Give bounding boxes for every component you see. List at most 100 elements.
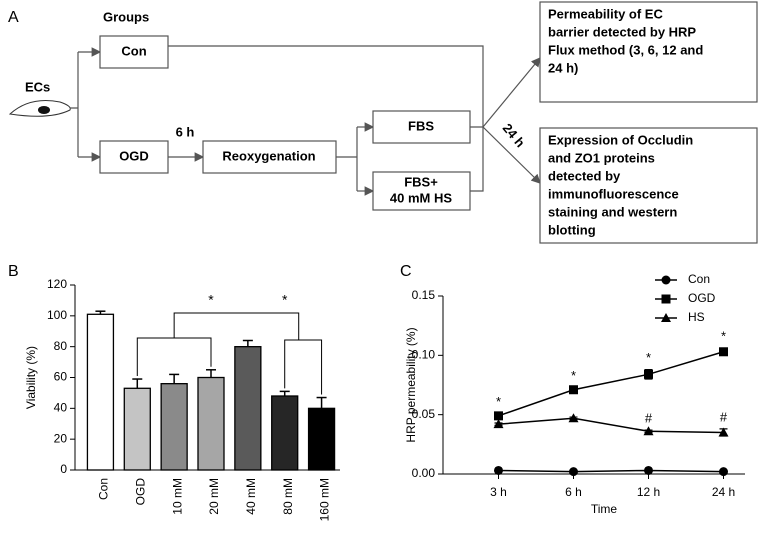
box [372, 171, 471, 211]
y-axis-label: HRP permeability (%) [404, 327, 418, 442]
output-text: Permeability of EC barrier detected by HR… [548, 6, 703, 75]
marker [643, 426, 654, 436]
output-text: Expression of Occludin and ZO1 proteins de… [548, 132, 693, 237]
bar [160, 383, 188, 471]
output-line: detected by [548, 168, 621, 183]
line [498, 417, 724, 434]
output-line: staining and western [548, 204, 677, 219]
bar [197, 376, 225, 471]
panel-label: C [400, 263, 412, 280]
legend-label: Con [688, 272, 710, 286]
panel-label: A [8, 9, 19, 26]
marker [569, 467, 578, 477]
line [498, 351, 724, 417]
ogd-label: OGD [119, 148, 149, 163]
output-line: barrier detected by HRP [548, 24, 696, 39]
box [539, 1, 758, 103]
panel-a: A Groups ECs Con OGD 6 h Reoxygenation F… [8, 1, 758, 244]
marker [494, 465, 503, 475]
point-label: # [645, 411, 653, 426]
marker [644, 369, 653, 379]
x-tick-label: 40 mM [244, 478, 258, 515]
annotation: * [282, 292, 288, 308]
legend-label: OGD [688, 291, 716, 305]
box [202, 140, 337, 174]
cells-label: ECs [25, 79, 50, 94]
point-label: * [571, 368, 576, 383]
output-line: immunofluorescence [548, 186, 679, 201]
fbs-label: FBS [408, 118, 434, 133]
point-label: # [720, 409, 728, 424]
marker [719, 347, 728, 357]
bar [271, 395, 299, 471]
bar [123, 387, 151, 471]
arrow [482, 57, 541, 128]
line [498, 469, 724, 473]
y-tick-label: 100 [47, 308, 67, 322]
marker [493, 419, 504, 429]
arrow [482, 126, 541, 184]
legend-label: HS [688, 310, 705, 324]
marker [569, 385, 578, 395]
marker [661, 313, 671, 322]
y-tick-label: 0.10 [412, 348, 436, 362]
box [539, 127, 758, 244]
marker [568, 413, 579, 423]
panel-label: B [8, 263, 19, 280]
y-tick-label: 40 [54, 401, 68, 415]
x-axis-label: Time [591, 502, 618, 516]
y-axis-label: Viability (%) [24, 346, 38, 409]
x-tick-label: 12 h [637, 485, 660, 499]
x-tick-label: 3 h [490, 485, 507, 499]
output-line: 24 h) [548, 60, 578, 75]
y-tick-label: 20 [54, 431, 68, 445]
x-tick-label: 24 h [712, 485, 735, 499]
bar [234, 346, 262, 471]
fbs-hs-label: 40 mM HS [390, 190, 452, 205]
y-tick-label: 60 [54, 370, 68, 384]
groups-label: Groups [103, 9, 149, 24]
x-tick-label: 160 mM [318, 478, 332, 521]
marker [494, 411, 503, 421]
marker [719, 467, 728, 477]
fbs-hs-label: FBS+ [404, 174, 438, 189]
y-tick-label: 0 [60, 462, 67, 476]
output-line: Expression of Occludin [548, 132, 693, 147]
significance-bracket [136, 312, 323, 395]
x-tick-label: Con [97, 478, 111, 500]
x-tick-label: 20 mM [207, 478, 221, 515]
box [372, 110, 471, 144]
marker [644, 465, 653, 475]
output-line: and ZO1 proteins [548, 150, 655, 165]
annotation: * [208, 292, 214, 308]
output-line: Permeability of EC [548, 6, 663, 21]
con-label: Con [121, 43, 146, 58]
cell-nucleus [38, 106, 50, 114]
y-tick-label: 0.00 [412, 466, 436, 480]
connector [70, 52, 79, 157]
box [99, 35, 169, 69]
marker [661, 294, 671, 304]
bar [86, 313, 115, 471]
time-label: 24 h [500, 121, 528, 151]
x-tick-label: OGD [133, 478, 147, 506]
x-tick-label: 6 h [565, 485, 582, 499]
output-line: Flux method (3, 6, 12 and [548, 42, 703, 57]
y-tick-label: 0.05 [412, 407, 436, 421]
output-line: blotting [548, 222, 596, 237]
x-tick-label: 10 mM [170, 478, 184, 515]
marker [661, 275, 671, 285]
marker [718, 427, 729, 437]
reoxygenation-label: Reoxygenation [222, 148, 315, 163]
y-tick-label: 0.15 [412, 288, 436, 302]
point-label: * [496, 394, 501, 409]
y-tick-label: 80 [54, 339, 68, 353]
y-tick-label: 120 [47, 277, 67, 291]
point-label: * [721, 329, 726, 344]
connector [336, 127, 358, 191]
bar [307, 407, 336, 471]
duration-label: 6 h [176, 124, 195, 139]
connector [168, 45, 484, 192]
point-label: * [646, 350, 651, 365]
